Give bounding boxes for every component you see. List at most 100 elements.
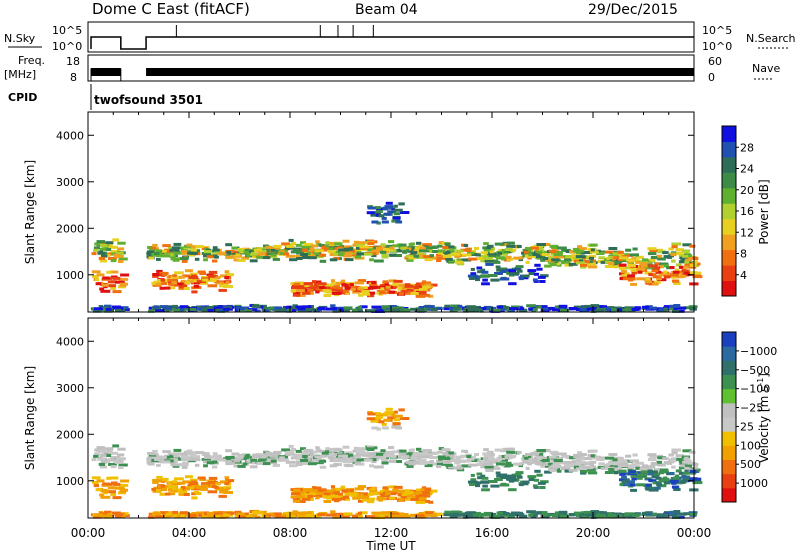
velocity-cell [587, 471, 598, 475]
power-cell [507, 309, 515, 313]
power-cell [231, 246, 238, 250]
power-cell [234, 308, 240, 312]
power-cell [604, 309, 611, 313]
velocity-cell [627, 467, 633, 471]
power-cell [291, 306, 298, 310]
power-cell [416, 282, 421, 286]
power-cell [369, 286, 377, 290]
velocity-cell [233, 459, 240, 463]
velocity-cell [693, 466, 699, 470]
power-cell [388, 279, 397, 283]
power-cell [652, 306, 657, 310]
velocity-cell [385, 407, 393, 411]
velocity-cell [612, 458, 618, 462]
power-cell [185, 269, 193, 273]
colorbar-swatch [722, 141, 736, 158]
velocity-cell [275, 515, 285, 519]
velocity-cell [187, 513, 197, 517]
power-cell [355, 255, 361, 259]
velocity-cell [608, 453, 618, 456]
velocity-cell [642, 511, 649, 515]
power-cell [385, 201, 393, 205]
velocity-cell [270, 454, 276, 458]
velocity-cell [499, 458, 508, 462]
power-cell [172, 304, 178, 308]
power-cell [481, 282, 490, 286]
velocity-cell [557, 452, 567, 456]
power-cell [106, 248, 112, 251]
power-cell [381, 255, 389, 259]
power-cell [335, 250, 344, 254]
velocity-cell [191, 487, 201, 491]
velocity-cell [167, 452, 175, 456]
velocity-cell [104, 515, 113, 519]
velocity-cell [639, 468, 648, 472]
velocity-cell [206, 512, 213, 515]
power-cell [270, 248, 276, 252]
power-cell [531, 309, 537, 312]
power-cell [644, 280, 653, 284]
power-cell [307, 256, 317, 260]
velocity-cell [365, 515, 376, 519]
velocity-cell [678, 466, 686, 470]
velocity-cell [689, 512, 697, 516]
velocity-cell [281, 513, 286, 517]
velocity-cell [636, 471, 646, 475]
power-cell [281, 307, 286, 311]
power-cell [367, 242, 375, 245]
power-cell [300, 253, 308, 256]
power-cell [110, 250, 121, 254]
velocity-cell [474, 453, 479, 456]
velocity-cell [466, 455, 472, 458]
power-cell [643, 277, 651, 281]
power-cell [397, 287, 404, 290]
power-cell [483, 257, 494, 260]
velocity-cell [167, 484, 177, 488]
velocity-cell [385, 491, 391, 495]
power-cell [648, 264, 658, 268]
x-tick-label: 16:00 [475, 526, 510, 540]
power-cell [673, 304, 681, 307]
power-cell [345, 251, 352, 255]
power-cell [369, 252, 377, 256]
colorbar-tick-label: −500 [740, 364, 770, 377]
power-cell [523, 250, 529, 254]
power-cell [329, 258, 338, 262]
velocity-cell [424, 464, 433, 468]
velocity-cell [604, 515, 611, 519]
power-cell [457, 304, 463, 308]
velocity-cell [300, 447, 306, 451]
power-cell [314, 251, 320, 255]
power-cell [542, 253, 550, 256]
velocity-cell [628, 464, 636, 468]
power-cell [479, 255, 489, 258]
velocity-cell [112, 482, 121, 486]
power-cell [389, 246, 395, 250]
power-cell [675, 306, 680, 310]
power-cell [530, 253, 538, 256]
power-cell [373, 259, 384, 263]
power-cell [308, 250, 317, 254]
velocity-cell [330, 513, 338, 517]
power-cell [444, 242, 451, 246]
velocity-cell [658, 471, 664, 475]
velocity-cell [371, 515, 380, 519]
power-cell [99, 308, 108, 312]
velocity-cell [616, 514, 623, 518]
power-cell [619, 266, 626, 270]
velocity-cell [673, 510, 681, 513]
velocity-cell [429, 456, 435, 459]
velocity-cell [219, 458, 227, 462]
power-cell [322, 245, 332, 249]
power-cell [469, 277, 475, 280]
velocity-cell [671, 481, 677, 485]
power-cell [558, 304, 568, 308]
velocity-cell [493, 465, 499, 469]
velocity-cell [671, 485, 679, 489]
power-cell [155, 282, 161, 286]
power-cell [112, 290, 122, 294]
power-cell [688, 305, 698, 309]
power-cell [223, 307, 231, 311]
